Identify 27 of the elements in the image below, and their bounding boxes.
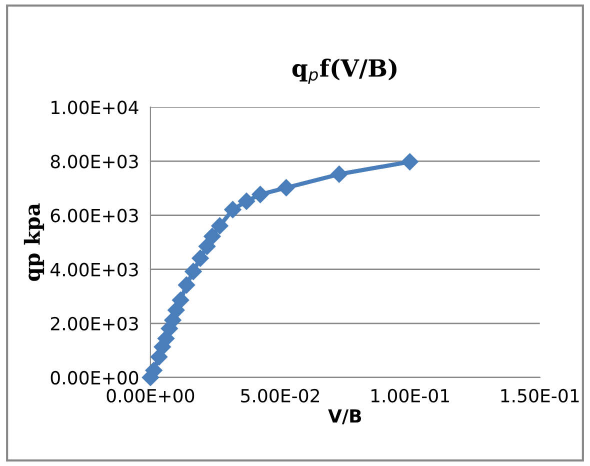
y-tick-label: 1.00E+04	[52, 100, 138, 114]
x-axis-title: V/B	[328, 409, 362, 424]
y-tick-label: 6.00E+03	[50, 208, 138, 222]
point	[401, 153, 418, 170]
x-tick-label: 1.50E-01	[501, 388, 579, 403]
y-tick-label: 2.00E+03	[50, 316, 138, 331]
point	[330, 166, 348, 183]
point	[278, 179, 295, 196]
point	[192, 250, 209, 267]
point	[224, 201, 242, 218]
chart-title: q$_{p}$f(V/B)	[292, 58, 396, 84]
x-tick-label: 5.00E-02	[241, 388, 319, 403]
y-tick-label: 8.00E+03	[50, 154, 138, 168]
point	[198, 238, 216, 255]
point	[238, 192, 256, 210]
y-axis-title: qp kpa	[24, 203, 44, 281]
x-tick-label: 1.00E-01	[371, 388, 449, 403]
point	[172, 292, 190, 309]
y-tick-label: 0.00E+00	[50, 370, 138, 385]
point	[184, 262, 202, 280]
point	[178, 276, 196, 294]
y-tick-label: 4.00E+03	[50, 262, 138, 276]
point	[168, 302, 185, 319]
point	[204, 228, 221, 245]
x-tick-label: 0.00E+00	[106, 388, 194, 403]
point	[252, 186, 269, 204]
point	[211, 217, 228, 234]
